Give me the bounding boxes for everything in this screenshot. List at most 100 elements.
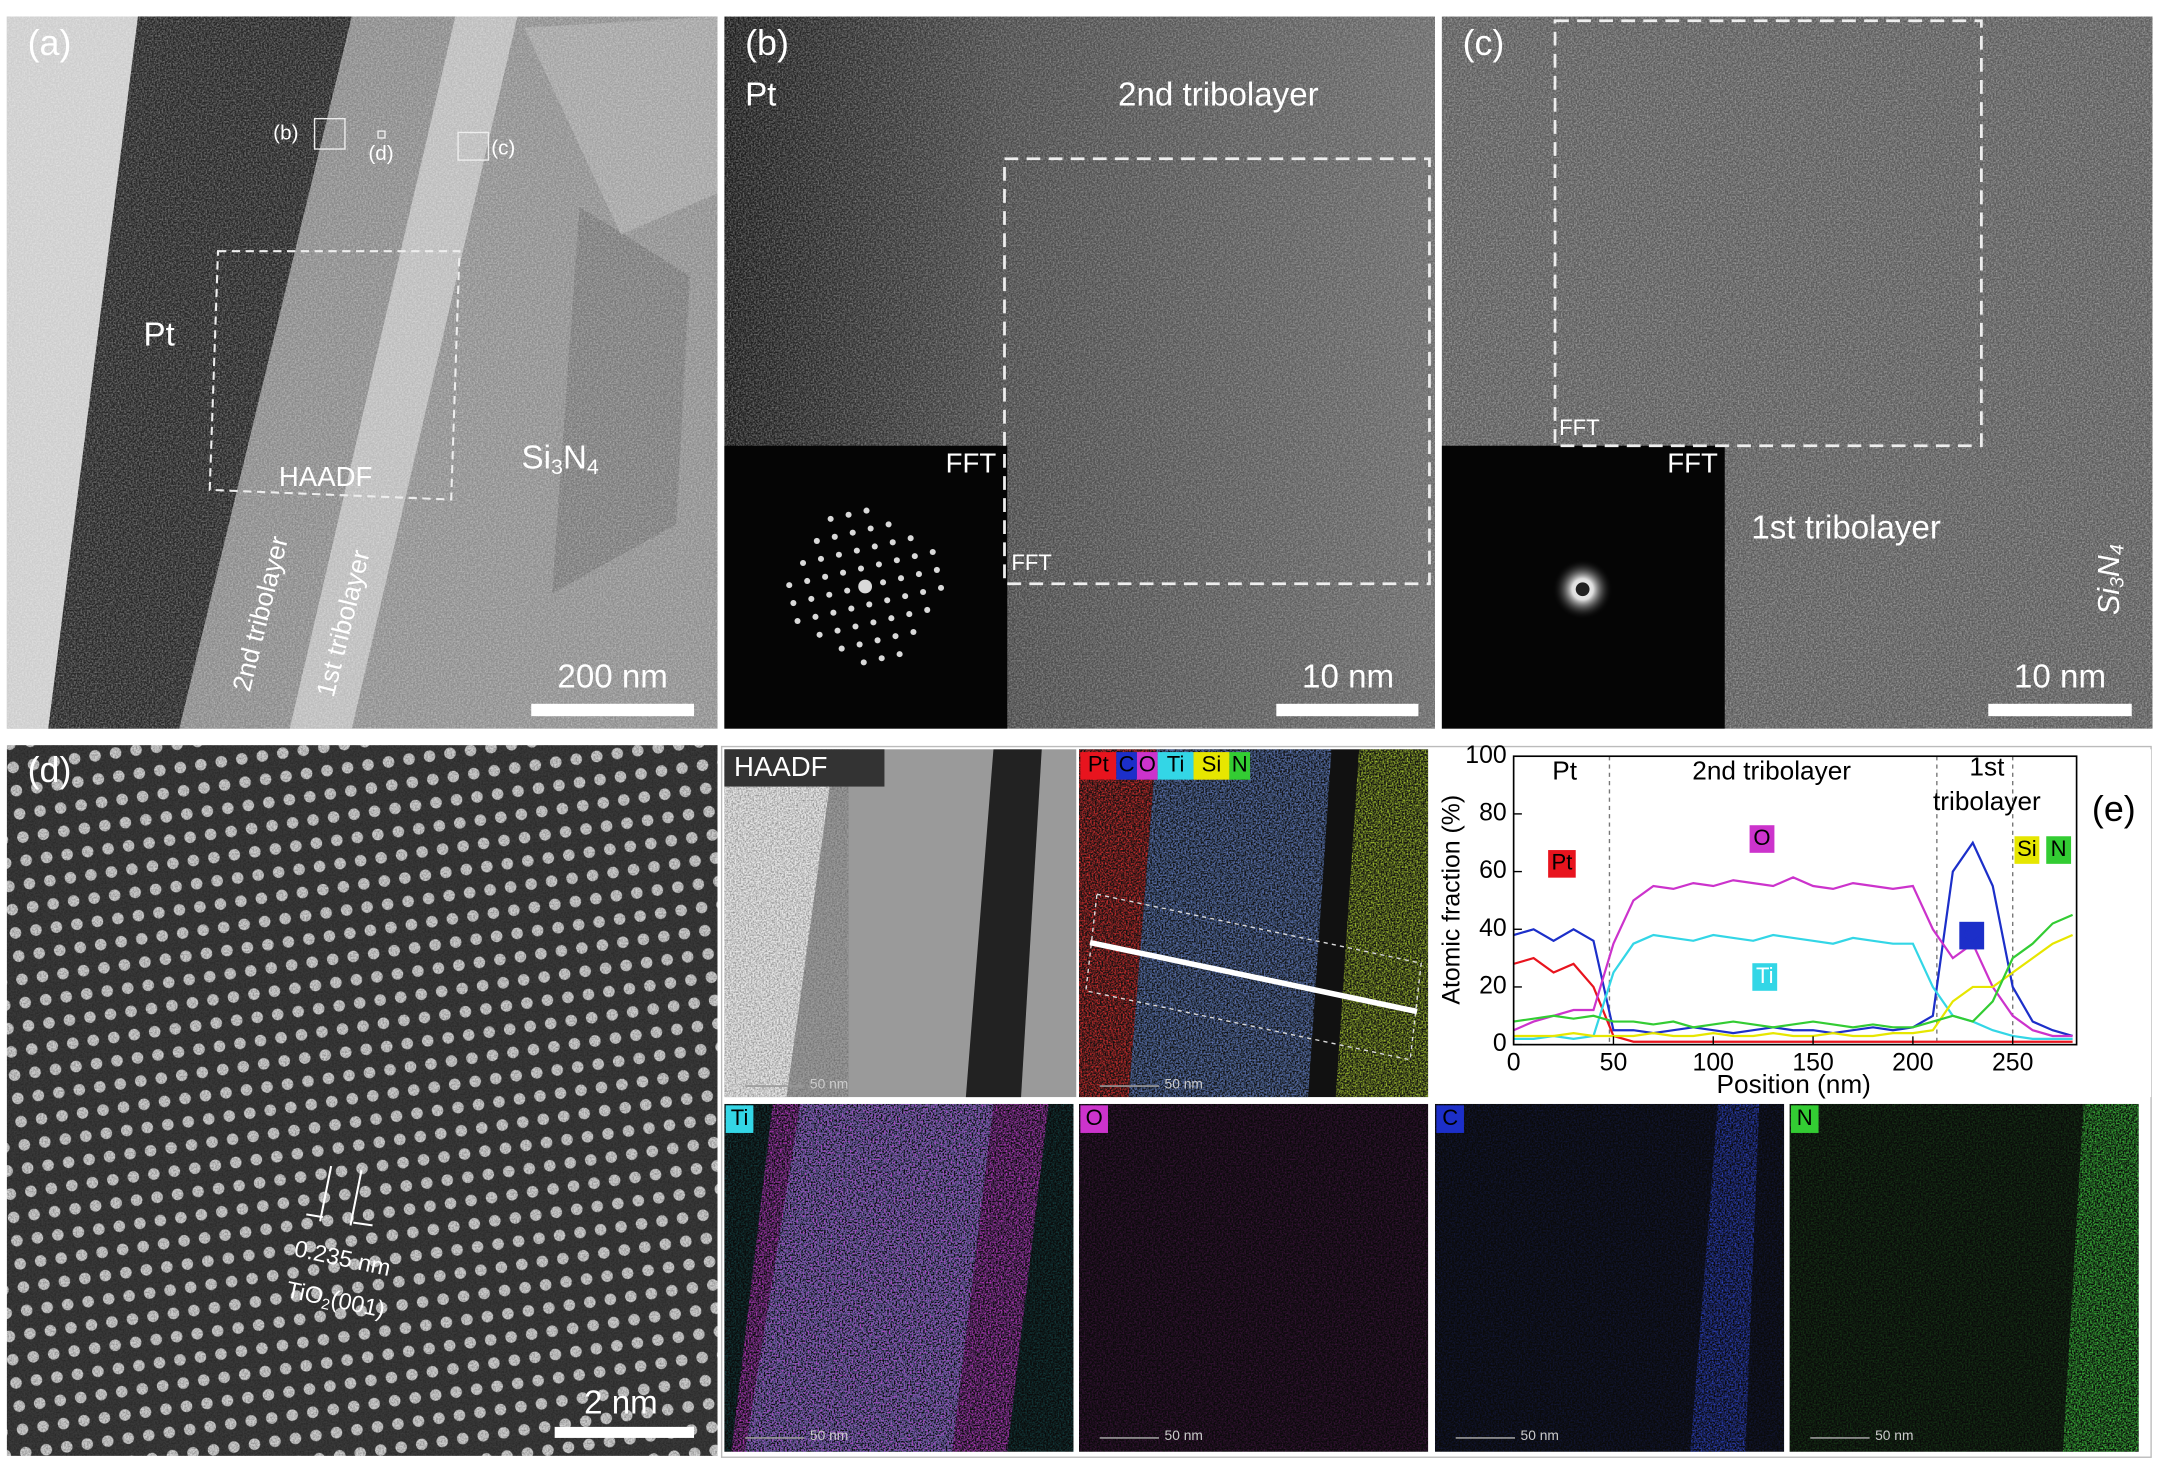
fft-spot bbox=[880, 579, 887, 586]
legend-label: O bbox=[1139, 752, 1156, 777]
legend-swatch bbox=[1136, 752, 1158, 780]
y-tick-label: 80 bbox=[1479, 799, 1507, 826]
legend-label: N bbox=[2051, 836, 2067, 861]
region-box bbox=[377, 130, 386, 139]
fft-ring bbox=[1575, 582, 1590, 597]
y-tick-label: 20 bbox=[1479, 973, 1507, 1000]
fft-spot bbox=[920, 588, 927, 596]
map-faint bbox=[1079, 1103, 1429, 1452]
map-region bbox=[731, 1103, 1049, 1452]
maps-frame bbox=[720, 745, 2152, 1458]
panel-label: (e) bbox=[2092, 789, 2136, 829]
fft-spot bbox=[911, 553, 918, 560]
text-part: 4 bbox=[587, 454, 599, 478]
x-tick-label: 100 bbox=[1693, 1050, 1734, 1077]
profile-line bbox=[1089, 939, 1418, 1015]
fft-spot bbox=[838, 645, 845, 652]
scale-text: 50 nm bbox=[810, 1076, 848, 1091]
x-tick-label: 0 bbox=[1507, 1050, 1521, 1077]
panel-text: HAADF bbox=[279, 461, 372, 492]
y-tick-label: 60 bbox=[1479, 857, 1507, 884]
series-line bbox=[1513, 913, 2074, 1029]
fft-spot bbox=[910, 628, 917, 636]
region-label: Pt bbox=[1552, 756, 1577, 786]
legend-label: Ti bbox=[731, 1105, 749, 1130]
fft-spot bbox=[867, 525, 874, 532]
legend-swatch bbox=[1959, 921, 1985, 950]
legend-swatch bbox=[2046, 836, 2072, 864]
fft-spot bbox=[794, 617, 801, 625]
panel-text: HAADF bbox=[734, 751, 827, 782]
panel-text: (d) bbox=[368, 142, 393, 165]
region-box bbox=[313, 117, 346, 150]
fft-spot bbox=[933, 566, 940, 573]
x-tick-label: 150 bbox=[1792, 1050, 1833, 1077]
legend-swatch bbox=[1436, 1105, 1464, 1133]
region-box bbox=[208, 250, 461, 501]
legend-label: Pt bbox=[1088, 752, 1109, 777]
legend-swatch bbox=[1193, 752, 1230, 780]
fft-spot bbox=[840, 569, 847, 576]
x-axis-label: Position (nm) bbox=[1717, 1069, 1871, 1099]
panel-text: (b) bbox=[745, 23, 789, 63]
region-label: 1st bbox=[1969, 752, 2005, 782]
legend-swatch bbox=[1157, 752, 1194, 780]
fft-spot bbox=[878, 655, 885, 662]
fft-spot bbox=[858, 579, 873, 594]
region-box bbox=[1003, 157, 1431, 586]
legend-swatch bbox=[725, 1105, 754, 1133]
plot-frame bbox=[1512, 755, 2078, 1046]
legend-swatch bbox=[1116, 752, 1137, 780]
scale-text: 50 nm bbox=[810, 1428, 848, 1443]
panel-text: 10 nm bbox=[2014, 659, 2106, 696]
fft-spot bbox=[915, 571, 922, 578]
fft-spot bbox=[800, 559, 807, 567]
label-bg bbox=[724, 749, 885, 787]
fft-spot bbox=[835, 551, 842, 558]
fft-spot bbox=[790, 600, 797, 607]
fft-spot bbox=[897, 575, 905, 582]
fft-spot bbox=[870, 619, 877, 626]
fft-spot bbox=[856, 641, 863, 648]
fft-spot bbox=[830, 609, 837, 616]
fft-spot bbox=[907, 535, 914, 542]
legend-swatch bbox=[1229, 752, 1251, 780]
fft-spot bbox=[808, 595, 815, 602]
legend-label: C bbox=[1119, 752, 1135, 777]
region-box bbox=[1553, 19, 1983, 448]
fft-spot bbox=[889, 539, 896, 546]
text-part: 3 bbox=[2107, 577, 2129, 588]
panel-text: (d) bbox=[28, 750, 72, 790]
fft-spot bbox=[902, 593, 909, 600]
scale-bar bbox=[1988, 703, 2132, 717]
y-tick-label: 40 bbox=[1479, 915, 1507, 942]
panel-text: 1st tribolayer bbox=[1751, 510, 1941, 547]
fft-spot bbox=[827, 515, 834, 522]
fft-spot bbox=[804, 577, 811, 584]
map-region bbox=[1690, 1103, 1760, 1452]
legend-swatch bbox=[1752, 963, 1778, 991]
panel-text: 2 nm bbox=[584, 1385, 658, 1422]
panel-text: Pt bbox=[143, 316, 174, 353]
legend-label: C bbox=[1442, 1105, 1458, 1130]
map-region bbox=[2062, 1103, 2139, 1452]
fft-spot bbox=[831, 533, 838, 540]
fft-spot bbox=[866, 601, 873, 608]
fft-spot bbox=[888, 615, 895, 622]
panel-text: 10 nm bbox=[1302, 659, 1394, 696]
x-tick-label: 50 bbox=[1600, 1050, 1628, 1077]
noise bbox=[6, 16, 718, 729]
panel-text: (a) bbox=[28, 23, 72, 63]
scale-text: 50 nm bbox=[1521, 1428, 1559, 1443]
legend-label: Si bbox=[1202, 752, 1222, 777]
legend-swatch bbox=[2014, 836, 2040, 864]
text-part: Si bbox=[2093, 587, 2126, 615]
text-part: 3 bbox=[551, 454, 563, 478]
spacing-line bbox=[319, 1165, 333, 1222]
fft-spot bbox=[813, 537, 820, 544]
text-part: N bbox=[2093, 555, 2126, 577]
legend-swatch bbox=[1749, 825, 1775, 853]
text-part: 2 bbox=[320, 1296, 332, 1314]
panel-text: Pt bbox=[745, 76, 776, 113]
